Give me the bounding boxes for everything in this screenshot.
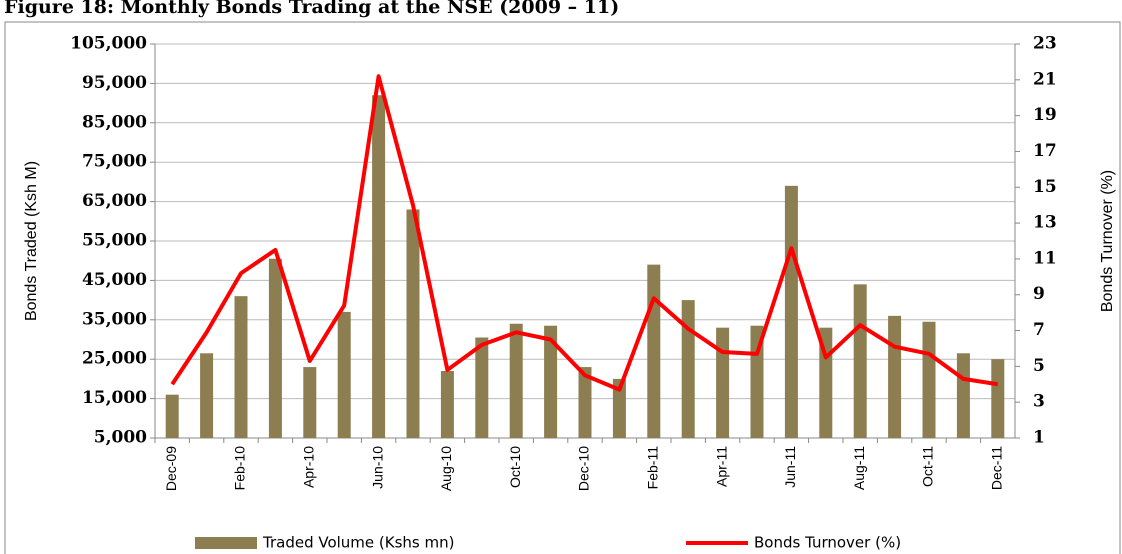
x-tick-label: Aug-11 bbox=[851, 446, 867, 490]
legend-label: Traded Volume (Kshs mn) bbox=[262, 534, 454, 552]
legend-swatch bbox=[195, 537, 257, 549]
y2-tick-label: 17 bbox=[1033, 141, 1057, 161]
x-tick-label: Apr-11 bbox=[713, 446, 729, 487]
y-tick-label: 15,000 bbox=[82, 388, 147, 408]
x-tick-label: Dec-11 bbox=[989, 446, 1005, 490]
bar bbox=[200, 353, 214, 438]
y-tick-label: 105,000 bbox=[70, 34, 147, 54]
x-tick-label: Dec-10 bbox=[576, 446, 592, 491]
bar bbox=[165, 394, 179, 438]
bar bbox=[647, 264, 661, 438]
y2-tick-label: 15 bbox=[1033, 177, 1057, 197]
bar bbox=[475, 337, 489, 438]
chart-border bbox=[4, 21, 1121, 554]
bar bbox=[268, 258, 282, 438]
bar bbox=[716, 327, 730, 438]
bar bbox=[234, 296, 248, 438]
bar bbox=[544, 325, 558, 438]
y2-tick-label: 3 bbox=[1033, 392, 1045, 412]
y-tick-label: 65,000 bbox=[82, 191, 147, 211]
bar bbox=[991, 359, 1005, 438]
y2-tick-label: 5 bbox=[1033, 356, 1045, 376]
y-axis-title: Bonds Traded (Ksh M) bbox=[23, 161, 40, 321]
y2-tick-label: 23 bbox=[1033, 34, 1057, 54]
y2-axis-title: Bonds Turnover (%) bbox=[1099, 170, 1116, 312]
x-tick-label: Jun-10 bbox=[369, 446, 385, 489]
y2-tick-label: 11 bbox=[1033, 248, 1057, 268]
line bbox=[170, 74, 999, 392]
y-tick-label: 55,000 bbox=[82, 231, 147, 251]
chart-title: Figure 18: Monthly Bonds Trading at the … bbox=[4, 0, 619, 18]
bar bbox=[406, 209, 420, 438]
x-tick-label: Feb-10 bbox=[232, 446, 248, 491]
bar bbox=[509, 323, 523, 438]
y-tick-label: 75,000 bbox=[82, 152, 147, 172]
bar bbox=[888, 315, 902, 438]
bar bbox=[578, 367, 592, 438]
y2-tick-label: 13 bbox=[1033, 213, 1057, 233]
x-tick-label: Jun-11 bbox=[782, 446, 798, 488]
x-tick-label: Dec-09 bbox=[163, 446, 179, 491]
bar bbox=[922, 321, 936, 438]
bar bbox=[956, 353, 970, 438]
x-tick-label: Feb-11 bbox=[645, 446, 661, 490]
bar bbox=[681, 300, 695, 438]
x-tick-label: Apr-10 bbox=[301, 446, 317, 488]
y-tick-label: 45,000 bbox=[82, 270, 147, 290]
y2-tick-label: 7 bbox=[1033, 320, 1045, 340]
y2-tick-label: 21 bbox=[1033, 69, 1057, 89]
y2-tick-label: 19 bbox=[1033, 105, 1057, 125]
y-tick-label: 85,000 bbox=[82, 112, 147, 132]
y-tick-label: 95,000 bbox=[82, 73, 147, 93]
legend-label: Bonds Turnover (%) bbox=[754, 534, 901, 552]
y-tick-label: 25,000 bbox=[82, 349, 147, 369]
y2-tick-label: 1 bbox=[1033, 428, 1045, 448]
bar bbox=[612, 378, 626, 438]
x-tick-label: Oct-10 bbox=[507, 446, 523, 488]
x-tick-label: Oct-11 bbox=[920, 446, 936, 487]
bar bbox=[440, 371, 454, 438]
bar bbox=[784, 185, 798, 438]
bar bbox=[303, 367, 317, 438]
y-tick-label: 35,000 bbox=[82, 309, 147, 329]
y-tick-label: 5,000 bbox=[94, 428, 147, 448]
bar bbox=[372, 95, 386, 438]
x-tick-label: Aug-10 bbox=[438, 446, 454, 491]
bar bbox=[337, 311, 351, 438]
bar bbox=[853, 284, 867, 438]
y2-tick-label: 9 bbox=[1033, 284, 1045, 304]
